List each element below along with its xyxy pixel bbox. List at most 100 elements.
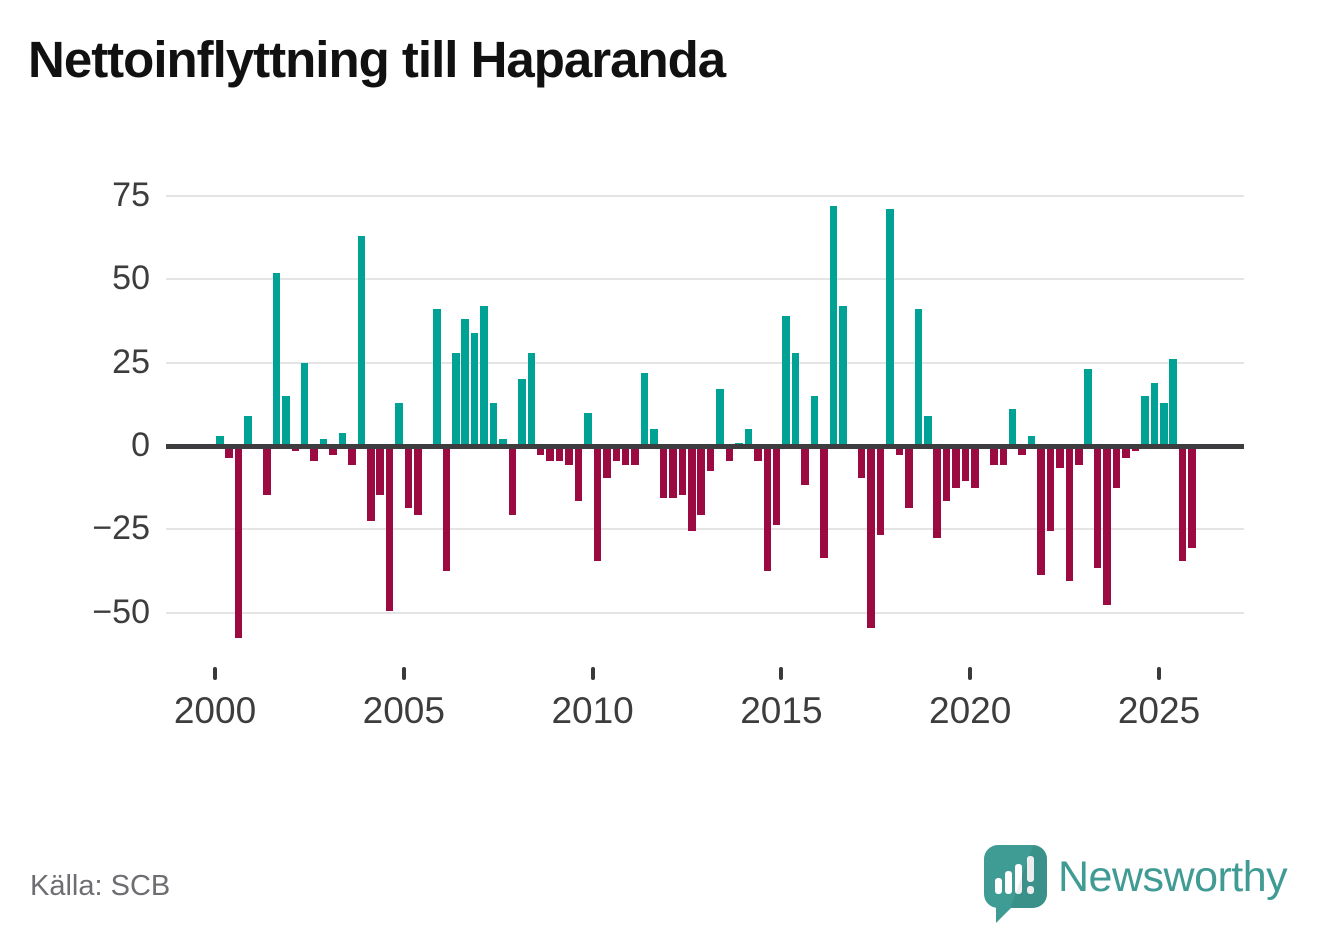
y-tick-label-0: 0 [131,426,150,464]
bar-2015-Q2 [791,352,800,448]
logo-chart-bar-icon [1015,864,1022,894]
gridline--25 [166,528,1244,531]
bar-2000-Q2 [225,446,233,458]
bar-2002-Q3 [310,446,318,462]
bar-2010-Q3 [612,446,620,462]
bar-2015-Q4 [810,396,819,448]
bar-2012-Q4 [697,446,705,515]
bar-2017-Q1 [857,446,866,478]
bar-2007-Q2 [489,402,498,448]
bar-2004-Q2 [376,446,384,495]
bar-2010-Q1 [593,446,602,562]
bar-2023-Q2 [1093,446,1102,568]
logo-wordmark: Newsworthy [1058,853,1288,901]
bar-2016-Q2 [829,206,838,448]
bar-2014-Q3 [763,446,771,572]
bar-2010-Q2 [603,446,611,478]
logo-exclamation-icon [1027,856,1034,882]
y-tick-label--25: −25 [92,509,150,548]
bar-2006-Q2 [452,352,460,448]
gridline-50 [166,278,1244,281]
bar-2003-Q3 [348,446,356,465]
bar-2024-Q3 [1141,396,1149,448]
y-tick-label-25: 25 [112,342,150,381]
bar-2020-Q3 [990,446,998,465]
bar-2021-Q1 [1008,409,1017,448]
bar-2007-Q4 [508,446,517,515]
bar-2018-Q2 [905,446,913,508]
bar-2025-Q1 [1160,402,1168,448]
bar-2016-Q3 [839,306,847,448]
bar-2021-Q4 [1037,446,1045,575]
bar-2022-Q4 [1075,446,1083,465]
bar-2005-Q4 [433,309,441,448]
bar-2014-Q4 [772,446,781,525]
bar-2001-Q2 [263,446,271,495]
bar-2023-Q4 [1112,446,1121,488]
bar-2019-Q2 [942,446,951,502]
bar-2011-Q1 [631,446,639,465]
x-tick-label-2015: 2015 [740,690,823,731]
bar-2008-Q2 [527,352,535,448]
x-tick-mark-2015 [779,667,784,680]
bar-2006-Q3 [461,319,469,448]
bar-2004-Q3 [385,446,394,612]
logo-bubble-icon [984,845,1047,908]
bar-2022-Q1 [1046,446,1055,532]
y-tick-label-75: 75 [112,176,150,214]
bar-2023-Q3 [1103,446,1111,605]
bar-2022-Q2 [1056,446,1064,468]
bar-2003-Q4 [357,236,366,448]
gridline--50 [166,611,1244,614]
bar-2002-Q4 [319,439,328,448]
bar-2009-Q4 [584,412,592,448]
bar-2003-Q1 [329,446,337,455]
bar-2013-Q3 [725,446,734,462]
bar-2014-Q2 [754,446,762,462]
bar-2015-Q3 [801,446,809,485]
x-tick-mark-2000 [213,667,217,680]
bar-2025-Q3 [1178,446,1187,562]
logo-chart-bar-icon [1005,871,1012,894]
x-tick-label-2000: 2000 [173,690,257,731]
bar-2001-Q4 [282,396,290,448]
x-tick-mark-2025 [1157,667,1161,680]
bar-2013-Q1 [706,446,715,472]
logo-speech-tail-icon [996,906,1013,923]
bar-2008-Q3 [536,446,545,455]
newsworthy-logo: Newsworthy [984,844,1314,924]
bar-2009-Q3 [574,446,583,502]
y-tick-label--50: −50 [92,592,150,631]
bar-2018-Q3 [914,309,922,448]
chart-title: Nettoinflyttning till Haparanda [28,31,726,88]
bar-2011-Q4 [659,446,668,498]
source-caption: Källa: SCB [30,870,171,902]
bar-2018-Q1 [895,446,904,455]
bar-2011-Q3 [650,429,658,448]
bar-2005-Q2 [414,446,422,515]
bar-2006-Q4 [470,332,479,448]
bar-2019-Q1 [933,446,941,538]
bar-2021-Q3 [1027,436,1036,448]
bar-2024-Q1 [1122,446,1130,458]
x-axis-zero-line [166,444,1244,449]
x-tick-label-2025: 2025 [1117,690,1201,731]
bar-2020-Q1 [971,446,979,488]
bar-2016-Q1 [820,446,828,558]
gridline-75 [166,195,1244,197]
bar-2017-Q3 [876,446,885,535]
bar-2025-Q4 [1188,446,1196,548]
bar-2007-Q1 [480,306,488,448]
x-tick-label-2020: 2020 [929,690,1012,731]
bar-2009-Q1 [555,446,564,462]
bar-2006-Q1 [442,446,450,572]
bar-2010-Q4 [621,446,630,465]
bar-2014-Q1 [744,429,753,448]
logo-exclamation-dot-icon [1027,886,1034,894]
bar-2008-Q4 [546,446,554,462]
bar-2012-Q1 [669,446,677,498]
x-tick-label-2010: 2010 [551,690,634,731]
x-tick-mark-2010 [590,667,595,680]
bar-2008-Q1 [518,379,526,448]
